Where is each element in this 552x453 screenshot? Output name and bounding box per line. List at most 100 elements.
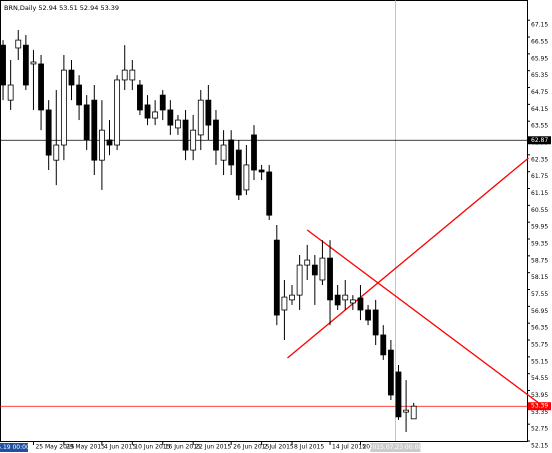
y-tick-label: 59.35 (531, 241, 548, 248)
x-tick-label: 29 May 2015 (66, 444, 105, 451)
plot (0, 0, 549, 441)
trend-line (306, 229, 549, 411)
candle-body (152, 111, 159, 119)
candle-body (403, 409, 409, 413)
price-level-box (528, 136, 551, 145)
x-tick-label: 22 Jun 2015 (195, 444, 231, 451)
crosshair-label-box (370, 443, 421, 452)
y-tick-label: 64.15 (531, 106, 548, 113)
candle-body (114, 79, 121, 146)
x-tick-label: 10 Jun 2015 (134, 444, 170, 451)
y-tick-label: 52.15 (531, 443, 548, 450)
candle-body (289, 294, 295, 301)
candle-body (342, 294, 349, 301)
candle-body (175, 119, 181, 129)
y-tick-label: 64.75 (531, 89, 548, 96)
candle-body (228, 139, 235, 166)
candle-body (129, 69, 136, 81)
crosshair-left-box (0, 443, 28, 452)
x-tick-label: 4 Jun 2015 (104, 444, 136, 451)
candle-body (182, 119, 189, 151)
price-level-label: 53.39 (531, 403, 548, 410)
x-tick-label: 14 Jul 2015 (332, 444, 366, 451)
plot-area (0, 0, 528, 442)
y-tick-label: 56.35 (531, 325, 548, 332)
y-tick-label: 56.95 (531, 308, 548, 315)
price-level-label: 62.87 (531, 137, 548, 144)
candle-body (205, 99, 212, 126)
candle-body (243, 164, 250, 191)
y-tick-label: 66.55 (531, 39, 548, 46)
candle-body (121, 69, 128, 81)
y-tick-label: 55.75 (531, 342, 548, 349)
trend-line (287, 157, 529, 359)
candle-body (220, 144, 227, 161)
candle-body (22, 44, 29, 86)
chart-title: BRN,Daily 52.94 53.51 52.94 53.39 (4, 4, 119, 12)
y-tick-label: 61.75 (531, 173, 548, 180)
candle-body (45, 109, 52, 156)
candle-body (410, 405, 417, 420)
y-tick-label: 65.35 (531, 72, 548, 79)
candle-body (83, 104, 90, 141)
candle-body (372, 309, 379, 336)
crosshair-label: 2015.07.23 00:00 (369, 444, 423, 451)
y-tick-label: 53.35 (531, 409, 548, 416)
y-tick-label: 61.15 (531, 190, 548, 197)
y-tick-label: 53.95 (531, 392, 548, 399)
candle-body (327, 257, 333, 301)
candle-body (235, 149, 242, 196)
candle-body (38, 63, 44, 111)
candle-body (91, 99, 98, 161)
candle-body (380, 334, 387, 356)
candle-body (251, 134, 257, 171)
x-tick-label: 25 May 2015 (35, 444, 74, 451)
candle-body (197, 99, 204, 136)
candle-body (357, 297, 364, 311)
crosshair-left-label: 2015.05.19 00:00 (0, 444, 30, 451)
candle-body (7, 84, 14, 101)
candle-body (68, 69, 75, 86)
candle-body (99, 129, 105, 161)
candle-body (349, 299, 356, 304)
candle-body (266, 171, 273, 216)
y-tick-label: 55.15 (531, 358, 548, 365)
candle-body (30, 61, 37, 65)
y-tick-label: 60.55 (531, 207, 548, 214)
candle-body (319, 257, 326, 281)
x-tick-label: 16 Jun 2015 (165, 444, 201, 451)
price-level-box (528, 402, 551, 411)
candle-body (387, 349, 394, 396)
candle-body (15, 39, 22, 49)
x-tick-label: 2 Jul 2015 (264, 444, 294, 451)
candle-body (281, 296, 288, 311)
candle-body (167, 109, 174, 126)
x-tick-label: 26 Jun 2015 (233, 444, 269, 451)
candle-body (144, 104, 151, 119)
candle-body (137, 84, 143, 111)
y-tick-label: 62.35 (531, 156, 548, 163)
candle-body (304, 259, 311, 266)
y-tick-label: 58.15 (531, 274, 548, 281)
candle-body (60, 69, 67, 146)
candle-body (190, 129, 197, 151)
candle-body (76, 84, 82, 106)
candle-body (106, 139, 113, 146)
y-tick-label: 54.55 (531, 375, 548, 382)
y-tick-label: 65.95 (531, 55, 548, 62)
candle-body (365, 309, 371, 321)
candle-body (334, 294, 341, 306)
y-tick-label: 67.15 (531, 22, 548, 29)
candle-body (53, 144, 60, 161)
y-tick-label: 59.95 (531, 224, 548, 231)
y-tick-label: 58.75 (531, 257, 548, 264)
candle-body (296, 264, 303, 296)
candle-body (395, 371, 402, 418)
candle-body (213, 119, 219, 151)
y-tick-label: 63.55 (531, 123, 548, 130)
candle-body (311, 264, 318, 276)
x-tick-label: 8 Jul 2015 (294, 444, 324, 451)
y-tick-label: 52.75 (531, 426, 548, 433)
y-tick-label: 57.55 (531, 291, 548, 298)
